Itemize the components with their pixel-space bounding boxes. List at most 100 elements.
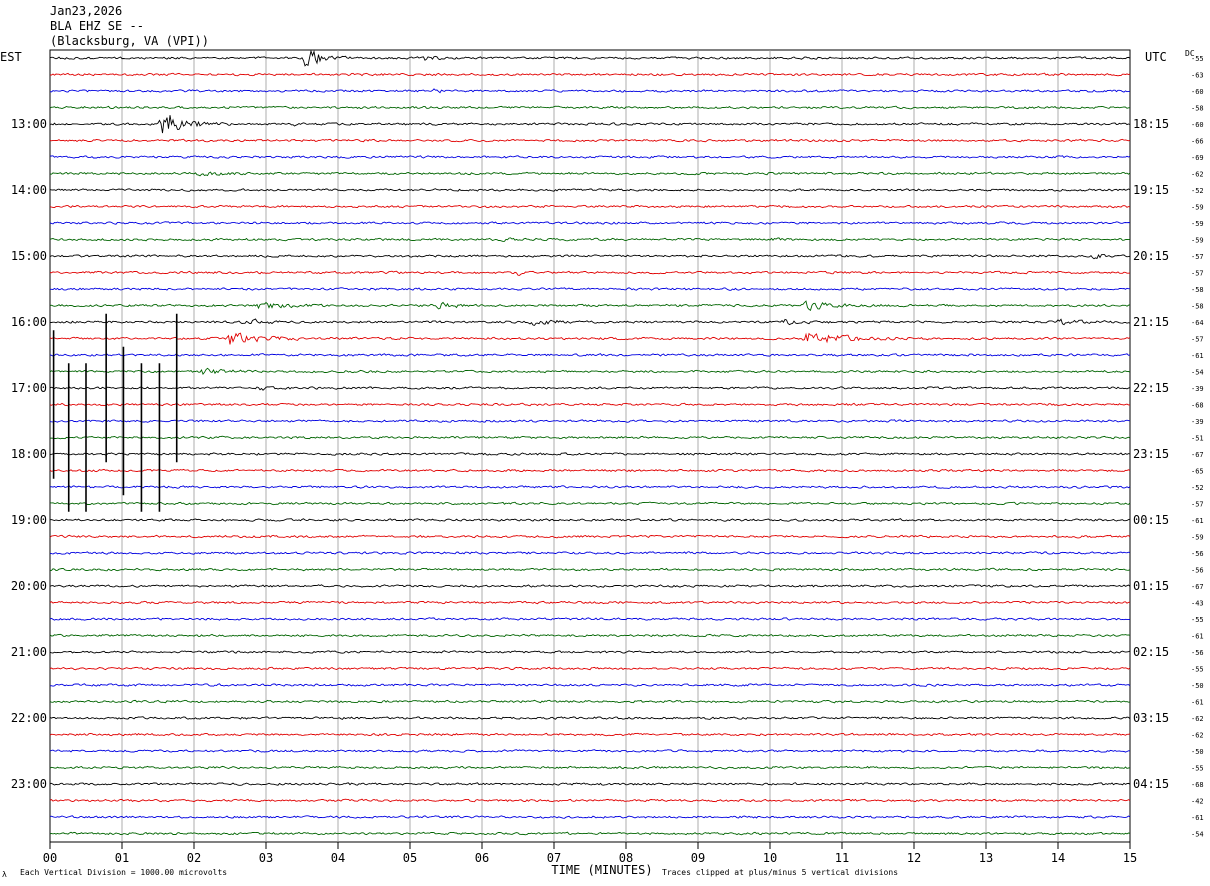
seismic-trace (49, 716, 1131, 720)
dc-offset-label: -68 (1191, 781, 1204, 789)
event-overlays (52, 313, 178, 512)
utc-hour-label: 23:15 (1133, 447, 1169, 461)
est-axis-label: EST (0, 50, 22, 64)
seismic-trace (49, 435, 1131, 440)
utc-hour-label: 21:15 (1133, 315, 1169, 329)
header-date: Jan23,2026 (50, 4, 123, 18)
est-hour-label: 19:00 (11, 513, 47, 527)
seismic-trace (49, 386, 1131, 391)
dc-label: DC (1185, 49, 1195, 58)
x-tick-label: 11 (835, 851, 849, 865)
seismic-trace (49, 485, 1131, 489)
dc-offset-label: -61 (1191, 633, 1204, 641)
x-tick-label: 06 (475, 851, 489, 865)
seismic-trace (49, 353, 1131, 357)
dc-offset-label: -50 (1191, 682, 1204, 690)
est-hour-label: 14:00 (11, 183, 47, 197)
x-tick-label: 01 (115, 851, 129, 865)
seismic-trace (49, 815, 1131, 819)
seismic-trace (49, 666, 1131, 671)
seismic-trace (49, 518, 1131, 522)
dc-offset-label: -69 (1191, 154, 1204, 162)
dc-offset-label: -56 (1191, 550, 1204, 558)
dc-offset-label: -62 (1191, 732, 1204, 740)
seismic-trace (49, 221, 1131, 225)
dc-offset-label: -65 (1191, 468, 1204, 476)
est-hour-label: 20:00 (11, 579, 47, 593)
utc-hour-label: 19:15 (1133, 183, 1169, 197)
seismic-trace (49, 105, 1131, 110)
seismic-trace (49, 749, 1130, 753)
dc-offset-label: -55 (1191, 765, 1204, 773)
dc-offset-label: -67 (1191, 451, 1204, 459)
utc-hour-label: 02:15 (1133, 645, 1169, 659)
seismic-trace (49, 155, 1131, 159)
seismic-trace (49, 115, 1131, 134)
dc-offset-label: -62 (1191, 171, 1204, 179)
seismic-trace (49, 237, 1131, 242)
seismic-trace (49, 650, 1131, 654)
dc-offset-label: -56 (1191, 567, 1204, 575)
dc-offset-label: -50 (1191, 748, 1204, 756)
x-tick-label: 13 (979, 851, 993, 865)
dc-offset-label: -57 (1191, 270, 1204, 278)
dc-offset-label: -55 (1191, 666, 1204, 674)
seismic-trace (49, 584, 1131, 588)
dc-offset-label: -59 (1191, 534, 1204, 542)
seismic-trace (49, 49, 1131, 67)
header-station: BLA EHZ SE -- (50, 19, 144, 33)
seismic-trace (49, 600, 1131, 605)
dc-offset-label: -57 (1191, 336, 1204, 344)
seismic-trace (49, 798, 1131, 803)
dc-offset-label: -58 (1191, 303, 1204, 311)
dc-offset-label: -54 (1191, 831, 1204, 839)
seismic-trace (49, 270, 1131, 276)
seismic-trace (49, 138, 1131, 143)
x-tick-label: 00 (43, 851, 57, 865)
seismic-trace (49, 300, 1131, 311)
dc-offset-label: -42 (1191, 798, 1204, 806)
dc-offset-label: -43 (1191, 600, 1204, 608)
dc-offset-label: -55 (1191, 616, 1204, 624)
utc-hour-label: 03:15 (1133, 711, 1169, 725)
seismic-trace (49, 534, 1131, 539)
est-hour-label: 17:00 (11, 381, 47, 395)
seismic-trace (49, 617, 1131, 621)
x-tick-label: 09 (691, 851, 705, 865)
dc-offset-label: -58 (1191, 105, 1204, 113)
utc-hour-label: 04:15 (1133, 777, 1169, 791)
x-tick-label: 08 (619, 851, 633, 865)
utc-hour-label: 00:15 (1133, 513, 1169, 527)
dc-offset-label: -39 (1191, 418, 1204, 426)
x-tick-label: 02 (187, 851, 201, 865)
seismic-trace (49, 468, 1131, 473)
seismic-trace (49, 171, 1131, 177)
x-tick-label: 15 (1123, 851, 1137, 865)
seismic-trace (49, 633, 1131, 638)
seismic-trace (49, 419, 1131, 423)
dc-offset-label: -66 (1191, 138, 1204, 146)
seismic-trace (49, 683, 1131, 687)
x-tick-label: 04 (331, 851, 345, 865)
dc-offset-label: -52 (1191, 187, 1204, 195)
seismic-trace (49, 188, 1131, 192)
seismic-trace (49, 831, 1131, 836)
dc-offset-label: -52 (1191, 484, 1204, 492)
dc-offset-label: -61 (1191, 699, 1204, 707)
dc-offset-label: -59 (1191, 204, 1204, 212)
x-tick-label: 12 (907, 851, 921, 865)
dc-offset-label: -67 (1191, 583, 1204, 591)
est-hour-label: 18:00 (11, 447, 47, 461)
seismic-trace (49, 204, 1131, 209)
est-hour-label: 23:00 (11, 777, 47, 791)
seismic-trace (49, 367, 1131, 375)
minute-gridlines (49, 49, 1131, 849)
utc-hour-label: 22:15 (1133, 381, 1169, 395)
dc-offset-label: -64 (1191, 319, 1204, 327)
seismic-trace (49, 765, 1131, 770)
seismic-trace (49, 732, 1131, 737)
seismic-traces (49, 49, 1131, 836)
dc-offset-label: -62 (1191, 715, 1204, 723)
seismic-trace (49, 254, 1131, 260)
